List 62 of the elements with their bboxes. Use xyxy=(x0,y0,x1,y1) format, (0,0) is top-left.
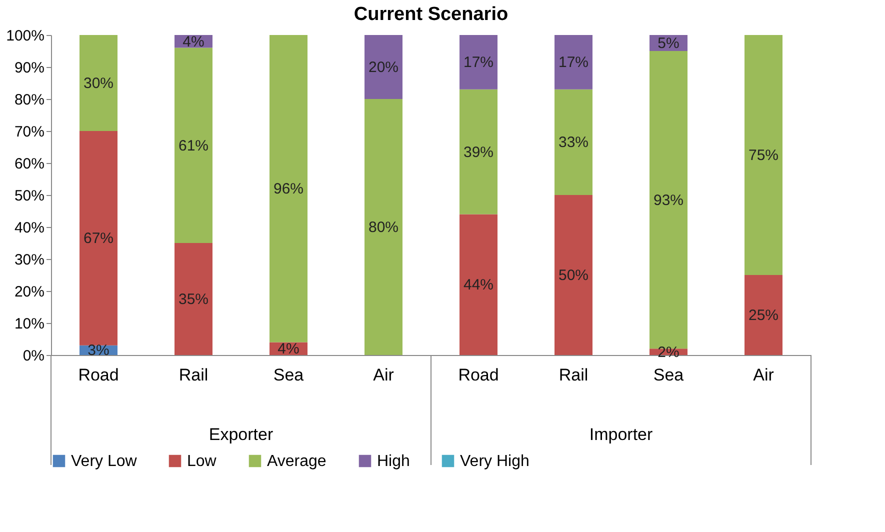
data-label: 4% xyxy=(182,33,204,50)
x-tick-label: Air xyxy=(753,366,774,384)
y-tick-label: 90% xyxy=(14,60,44,76)
legend-label: Very High xyxy=(460,453,530,470)
bar xyxy=(744,35,782,275)
data-label: 50% xyxy=(558,267,589,284)
x-tick-label: Rail xyxy=(178,366,208,384)
bar xyxy=(80,35,118,131)
data-label: 30% xyxy=(83,75,114,92)
data-label: 25% xyxy=(748,307,779,324)
x-tick-label: Sea xyxy=(273,366,304,384)
data-label: 20% xyxy=(368,59,399,76)
y-tick-label: 50% xyxy=(14,188,44,204)
legend-label: Very Low xyxy=(71,453,138,470)
bar xyxy=(364,35,402,99)
bar xyxy=(744,275,782,355)
data-label: 3% xyxy=(88,342,110,360)
y-tick-label: 100% xyxy=(6,28,44,44)
data-label: 35% xyxy=(178,291,209,308)
chart-title: Current Scenario xyxy=(354,4,508,25)
y-tick-label: 40% xyxy=(14,220,44,236)
data-label: 4% xyxy=(278,340,300,358)
x-tick-label: Sea xyxy=(653,366,684,384)
y-tick-label: 80% xyxy=(14,92,44,108)
y-tick-label: 10% xyxy=(14,316,44,332)
data-label: 80% xyxy=(368,219,399,236)
data-label: 5% xyxy=(658,35,680,52)
bar xyxy=(554,195,592,355)
bar xyxy=(554,89,592,195)
bar xyxy=(364,99,402,355)
x-tick-label: Air xyxy=(373,366,394,384)
data-label: 67% xyxy=(83,230,114,248)
bar xyxy=(460,214,498,355)
data-label: 75% xyxy=(748,147,779,164)
bar xyxy=(554,35,592,90)
y-tick-label: 70% xyxy=(14,124,44,140)
legend-label: Average xyxy=(267,453,326,470)
y-tick-label: 20% xyxy=(14,284,44,300)
bar xyxy=(174,48,212,243)
legend-label: High xyxy=(377,453,410,470)
data-label: 17% xyxy=(463,54,494,72)
x-tick-label: Rail xyxy=(558,366,588,384)
data-label: 17% xyxy=(558,54,589,72)
legend-label: Low xyxy=(187,453,217,470)
y-tick-label: 60% xyxy=(14,156,44,172)
bar xyxy=(460,89,498,214)
data-label: 33% xyxy=(558,134,589,152)
y-tick-label: 0% xyxy=(22,348,44,364)
data-label: 93% xyxy=(653,192,684,209)
text: Exporter xyxy=(208,425,274,444)
bar xyxy=(80,131,118,346)
bar xyxy=(174,243,212,355)
data-label: 96% xyxy=(273,180,304,198)
y-tick-label: 30% xyxy=(14,252,44,268)
bar xyxy=(270,35,308,342)
data-label: 39% xyxy=(463,144,494,161)
text: Importer xyxy=(589,425,653,444)
data-label: 44% xyxy=(463,276,494,294)
bar xyxy=(460,35,498,90)
data-label: 61% xyxy=(178,137,209,154)
x-tick-label: Road xyxy=(78,366,119,384)
x-tick-label: Road xyxy=(458,366,499,384)
